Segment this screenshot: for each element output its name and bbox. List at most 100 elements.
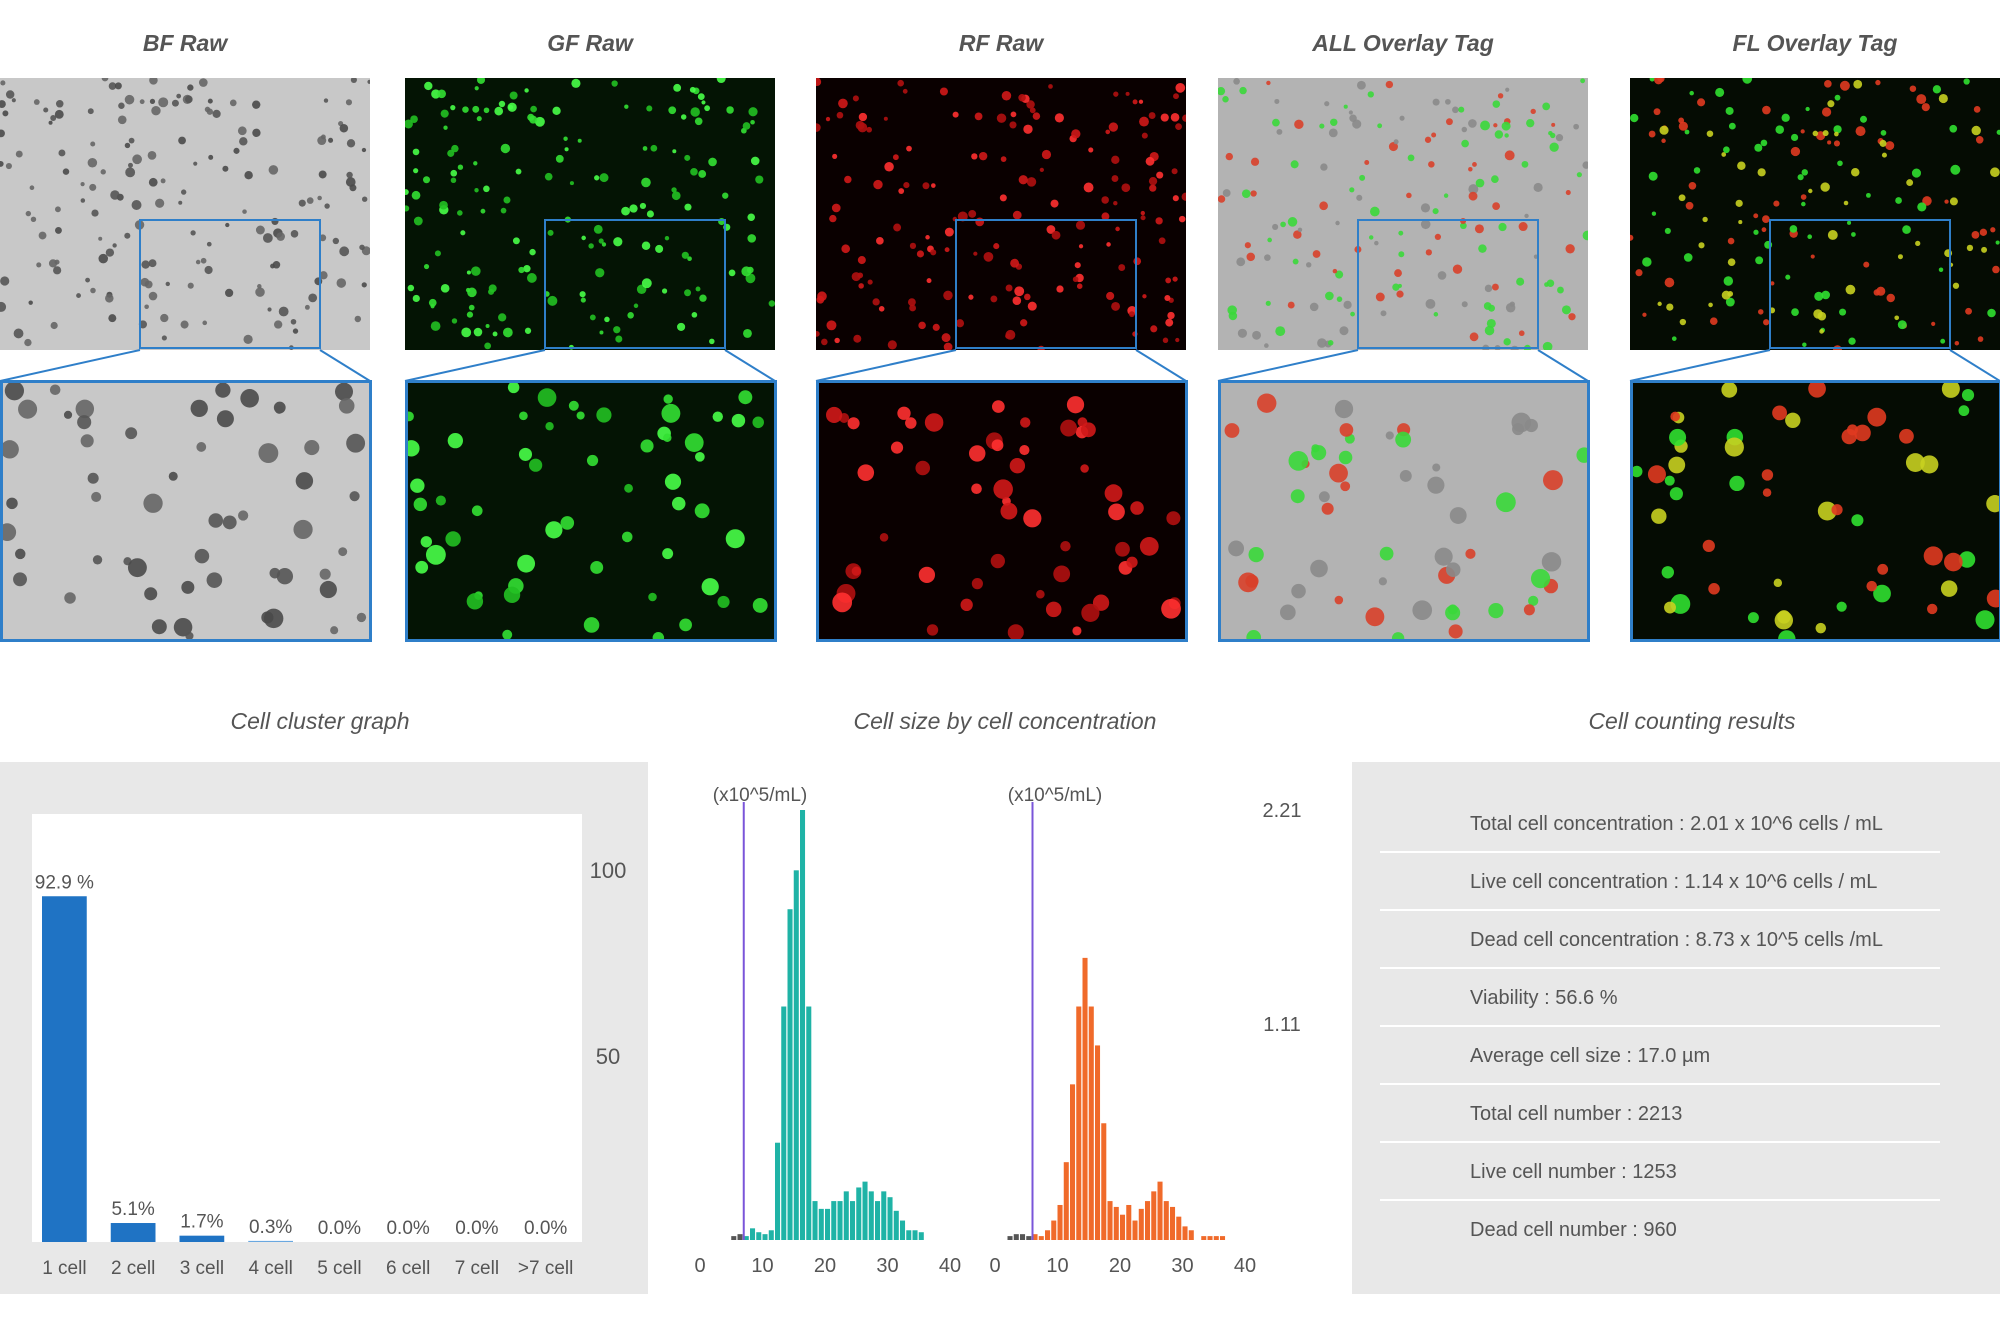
histogram-bar-dead: [1013, 1234, 1019, 1240]
results-panel: [1352, 762, 2000, 1294]
histogram-bar-live: [856, 1187, 862, 1240]
histogram-x-tick: 0: [989, 1255, 1000, 1277]
histogram-bar-live: [800, 810, 806, 1240]
cluster-x-tick: 3 cell: [180, 1258, 224, 1279]
size-histogram-chart: (x10^5/mL) 0 10 20 30 40 (x10^5/mL) 0 10 20 30 40 2.…: [694, 785, 1301, 1277]
cluster-plot-area: [32, 814, 582, 1242]
histogram-bar-dead: [1176, 1216, 1182, 1240]
cluster-x-tick: >7 cell: [518, 1258, 573, 1279]
histogram-bar-dead: [1088, 1006, 1094, 1240]
histogram-bar-dead: [1163, 1201, 1169, 1240]
histogram-bar-live: [912, 1230, 918, 1240]
cluster-x-tick: 5 cell: [317, 1258, 361, 1279]
histogram-x-tick: 10: [751, 1255, 773, 1277]
results-title: Cell counting results: [1588, 708, 1796, 734]
cluster-data-label: 0.0%: [318, 1218, 361, 1239]
result-row: Dead cell concentration : 8.73 x 10^5 ce…: [1380, 911, 1940, 969]
histogram-bar-live: [825, 1208, 831, 1240]
zoom-connector: [815, 349, 1187, 382]
histogram-bar-live: [743, 1236, 749, 1240]
result-text: Live cell concentration : 1.14 x 10^6 ce…: [1470, 871, 1878, 893]
histogram-bar-dead: [1038, 1236, 1044, 1240]
histogram-bar-live: [818, 1208, 824, 1240]
histogram-bar-live: [875, 1201, 881, 1240]
histogram-bar-live: [762, 1234, 768, 1240]
histogram-x-tick: 0: [694, 1255, 705, 1277]
histogram-bar-live: [737, 1234, 743, 1240]
cluster-bar-chart: 92.9 % 1 cell 5.1% 2 cell 1.7% 3 cell 0.3% 4 ce…: [32, 814, 627, 1279]
cluster-x-tick: 2 cell: [111, 1258, 155, 1279]
zoom-image-rf: [816, 380, 1188, 642]
histogram-bar-live: [731, 1236, 737, 1240]
histogram-bar-live: [862, 1181, 868, 1240]
histogram-bar-live: [775, 1142, 781, 1240]
cluster-x-tick: 7 cell: [455, 1258, 499, 1279]
raw-image-bf: [0, 78, 370, 350]
histogram-bar-live: [806, 1006, 812, 1240]
histogram-bar-dead: [1051, 1220, 1057, 1240]
histogram-bar-live: [893, 1210, 899, 1240]
result-row: Total cell concentration : 2.01 x 10^6 c…: [1380, 795, 1940, 853]
cluster-data-label: 5.1%: [111, 1199, 154, 1220]
histogram-bar-dead: [1170, 1206, 1176, 1240]
cluster-data-label: 0.0%: [524, 1218, 567, 1239]
histogram-bar-dead: [1026, 1236, 1032, 1240]
histogram-bar-dead: [1076, 1006, 1082, 1240]
result-row: Average cell size : 17.0 µm: [1380, 1027, 1940, 1085]
histogram-x-tick: 10: [1046, 1255, 1068, 1277]
histogram-bar-dead: [1207, 1236, 1213, 1240]
panel-title-all: ALL Overlay Tag: [1312, 30, 1494, 56]
zoom-image-bf: [0, 380, 372, 642]
result-text: Dead cell concentration : 8.73 x 10^5 ce…: [1470, 929, 1883, 951]
histogram-bar-dead: [1182, 1226, 1188, 1240]
cluster-bar: [248, 1240, 293, 1242]
histogram-bar-dead: [1213, 1236, 1219, 1240]
histogram-x-tick: 40: [1234, 1255, 1256, 1277]
result-text: Dead cell number : 960: [1470, 1219, 1677, 1241]
zoom-image-gf: [405, 380, 777, 642]
histogram-y-unit: (x10^5/mL): [1008, 785, 1102, 806]
histogram-bar-live: [906, 1230, 912, 1240]
raw-image-gf: [405, 78, 775, 350]
cluster-y-tick: 100: [590, 858, 627, 883]
histogram-bar-dead: [1113, 1206, 1119, 1240]
cluster-x-tick: 1 cell: [42, 1258, 86, 1279]
histogram-bar-dead: [1201, 1236, 1207, 1240]
zoom-image-all: [1218, 380, 1590, 642]
histogram-bar-live: [793, 870, 799, 1240]
histogram-bar-live: [831, 1201, 837, 1240]
histogram-bar-live: [850, 1201, 856, 1240]
result-text: Total cell number : 2213: [1470, 1103, 1683, 1125]
result-row: Live cell number : 1253: [1380, 1143, 1940, 1201]
cluster-graph-title: Cell cluster graph: [230, 708, 410, 734]
cluster-data-label: 0.0%: [386, 1218, 429, 1239]
zoom-image-fl: [1630, 380, 2000, 642]
zoom-connector: [404, 349, 776, 382]
histogram-bar-dead: [1107, 1201, 1113, 1240]
histogram-bar-dead: [1126, 1204, 1132, 1240]
histogram-bar-dead: [1157, 1181, 1163, 1240]
histogram-bar-dead: [1145, 1201, 1151, 1240]
panel-title-bf: BF Raw: [142, 30, 228, 56]
cluster-y-tick: 50: [596, 1044, 620, 1069]
histogram-bar-dead: [1120, 1214, 1126, 1240]
histogram-y-tick: 1.11: [1263, 1014, 1300, 1036]
histogram-x-tick: 40: [939, 1255, 961, 1277]
histogram-bar-dead: [1007, 1236, 1013, 1240]
zoom-connector: [0, 349, 371, 382]
histogram-bar-dead: [1101, 1123, 1107, 1240]
histogram-bar-live: [837, 1201, 843, 1240]
cluster-x-tick: 4 cell: [248, 1258, 292, 1279]
result-row: Total cell number : 2213: [1380, 1085, 1940, 1143]
panel-title-rf: RF Raw: [958, 30, 1044, 56]
cluster-graph-panel: 92.9 % 1 cell 5.1% 2 cell 1.7% 3 cell 0.3% 4 ce…: [0, 762, 648, 1294]
histogram-x-tick: 20: [814, 1255, 836, 1277]
raw-image-rf: [816, 78, 1186, 350]
raw-image-fl: [1630, 78, 2000, 350]
histogram-bar-live: [787, 909, 793, 1240]
histogram-bar-dead: [1045, 1230, 1051, 1240]
zoom-connector: [1217, 349, 1589, 382]
result-text: Average cell size : 17.0 µm: [1470, 1045, 1711, 1067]
result-text: Live cell number : 1253: [1470, 1161, 1677, 1183]
cluster-data-label: 92.9 %: [35, 872, 94, 893]
